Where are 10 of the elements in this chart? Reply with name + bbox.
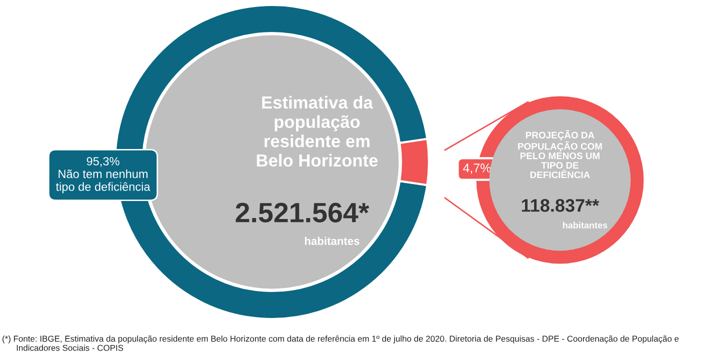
- data-label: 95,3%: [86, 157, 120, 167]
- text: habitantes: [304, 236, 360, 245]
- text: habitantes: [563, 222, 608, 228]
- text: (*) Fonte: IBGE, Estimativa da população residente em Belo Horizonte com data de referência em 1º de julho de 2020. Diretoria de Pesquisas - DPE - Coordenação de População e Indicadores Sociais - COPIS: [2, 335, 679, 351]
- text: Estimativa da população residente em Belo Horizonte: [256, 96, 378, 167]
- text: 2.521.564*: [236, 202, 370, 222]
- slice-label: Não tem nenhum tipo de deficiência: [56, 169, 150, 194]
- text: 118.837**: [522, 199, 600, 212]
- data-label: 4,7%: [463, 164, 491, 174]
- text: PROJEÇÃO DA POPULAÇÃO COM PELO MENOS UM TIPO DE DEFICIÊNCIA: [518, 130, 602, 178]
